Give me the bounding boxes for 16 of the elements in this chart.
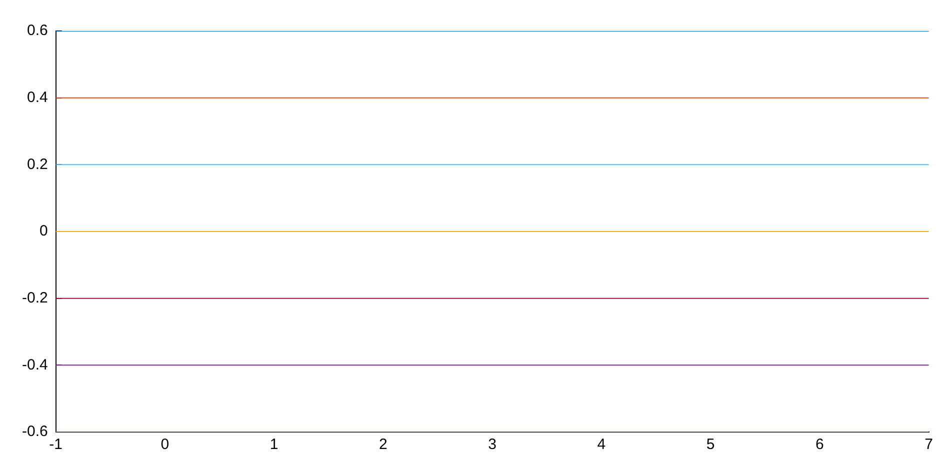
x-tick-label: 6 bbox=[816, 436, 824, 454]
x-tick-label: -1 bbox=[49, 436, 63, 454]
x-tick-label: 1 bbox=[270, 436, 278, 454]
y-tick-label: 0.4 bbox=[26, 88, 48, 106]
y-tick-label: -0.6 bbox=[22, 423, 48, 440]
x-tick-label: 3 bbox=[488, 436, 497, 454]
y-tick-label: -0.2 bbox=[22, 289, 48, 306]
x-tick-label: 7 bbox=[924, 436, 933, 454]
x-tick-label: 5 bbox=[706, 436, 715, 454]
y-tick-label: 0.6 bbox=[26, 22, 48, 40]
y-tick-label: 0.2 bbox=[26, 156, 48, 173]
x-tick-label: 2 bbox=[379, 436, 388, 454]
y-tick-label: 0 bbox=[40, 222, 48, 240]
y-tick-label: -0.4 bbox=[22, 356, 48, 374]
x-tick-label: 0 bbox=[160, 436, 170, 454]
x-tick-label: 4 bbox=[597, 436, 606, 454]
